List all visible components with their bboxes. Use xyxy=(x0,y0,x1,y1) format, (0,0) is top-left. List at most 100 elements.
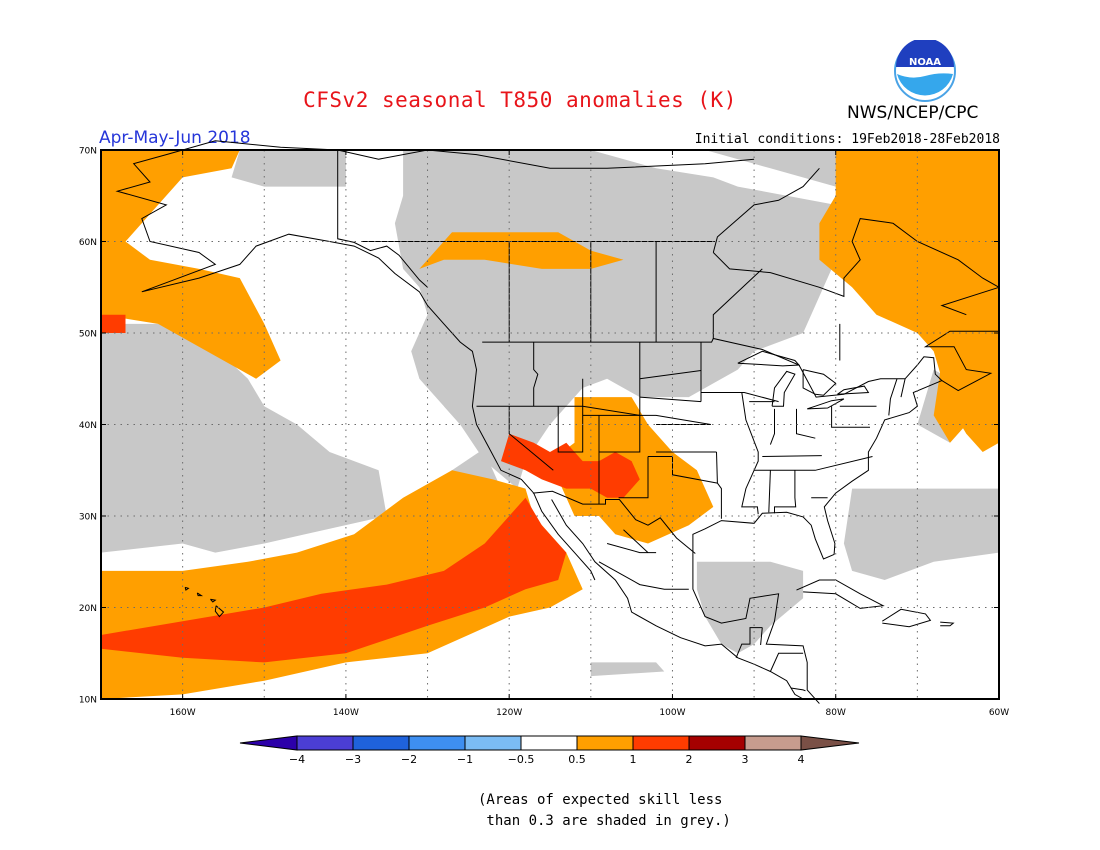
coastline xyxy=(940,621,955,627)
lat-tick-label: 30N xyxy=(79,513,97,523)
colorbar-label: −4 xyxy=(289,753,305,766)
political-boundary xyxy=(716,451,722,519)
lon-tick-label: 160W xyxy=(170,708,196,718)
coastline xyxy=(807,398,845,410)
political-boundary xyxy=(533,342,539,407)
lat-tick-label: 10N xyxy=(79,696,97,706)
agency-label: NWS/NCEP/CPC xyxy=(847,103,979,123)
grey-low-skill-region xyxy=(231,150,346,187)
coastline xyxy=(214,605,225,618)
political-boundary xyxy=(762,455,822,457)
political-boundary xyxy=(482,337,943,398)
coastline xyxy=(210,598,217,603)
warm-anomaly-region xyxy=(933,351,999,452)
colorbar-label: 4 xyxy=(798,753,805,766)
political-boundary xyxy=(790,687,806,692)
colorbar-arrow-low xyxy=(239,735,298,751)
political-boundary xyxy=(940,286,1000,316)
coastline xyxy=(796,579,885,609)
warm-anomaly-region xyxy=(101,150,281,379)
grey-low-skill-region xyxy=(843,488,999,580)
political-boundary xyxy=(701,392,779,403)
colorbar-arrow-high xyxy=(800,735,860,751)
political-boundary xyxy=(606,543,657,554)
coastline xyxy=(892,222,1000,288)
lon-tick-label: 140W xyxy=(333,708,359,718)
coastline xyxy=(196,592,204,597)
coastline xyxy=(771,370,796,407)
lat-tick-label: 40N xyxy=(79,421,97,431)
political-boundary xyxy=(769,408,775,445)
coastline xyxy=(184,586,190,591)
political-boundary xyxy=(598,342,641,505)
political-boundary xyxy=(639,370,702,380)
political-boundary xyxy=(618,456,649,499)
colorbar-swatch xyxy=(464,735,522,751)
political-boundary xyxy=(754,456,873,471)
map-title: CFSv2 seasonal T850 anomalies (K) xyxy=(303,88,737,112)
colorbar-swatch xyxy=(744,735,802,751)
political-boundary xyxy=(598,561,689,590)
coastline xyxy=(551,499,804,700)
skill-note: (Areas of expected skill less than 0.3 a… xyxy=(478,792,731,829)
season-label: Apr-May-Jun 2018 xyxy=(99,128,251,148)
political-boundary xyxy=(508,406,554,471)
coastline xyxy=(802,369,837,396)
colorbar-swatch xyxy=(408,735,466,751)
political-boundary xyxy=(796,408,816,439)
lat-tick-label: 20N xyxy=(79,604,97,614)
coastline xyxy=(712,218,893,298)
colorbar-label: 0.5 xyxy=(568,753,586,766)
political-boundary xyxy=(769,652,804,672)
political-boundary xyxy=(768,470,771,513)
colorbar-label: −3 xyxy=(345,753,361,766)
grey-low-skill-region xyxy=(696,561,804,654)
colorbar-label: 2 xyxy=(686,753,693,766)
initial-conditions-label: Initial conditions: 19Feb2018-28Feb2018 xyxy=(694,132,1000,147)
colorbar-swatch xyxy=(520,735,578,751)
colorbar-label: −1 xyxy=(457,753,473,766)
lon-tick-label: 80W xyxy=(826,708,846,718)
colorbar-swatch xyxy=(296,735,354,751)
political-boundary xyxy=(532,490,696,554)
colorbar-swatch xyxy=(352,735,410,751)
political-boundary xyxy=(900,378,906,398)
grey-low-skill-region xyxy=(101,387,159,507)
colorbar-label: −2 xyxy=(401,753,417,766)
political-boundary xyxy=(337,150,428,288)
strong-warm-anomaly-region xyxy=(101,314,126,333)
colorbar-swatch xyxy=(632,735,690,751)
coastline xyxy=(712,167,820,253)
grey-low-skill-region xyxy=(590,662,665,677)
grey-low-skill-region xyxy=(101,323,387,553)
political-boundary xyxy=(648,456,718,484)
coastline xyxy=(692,552,820,704)
colorbar-label: 3 xyxy=(742,753,749,766)
colorbar-swatch xyxy=(576,735,634,751)
noaa-logo-text: NOAA xyxy=(909,57,941,68)
coastline xyxy=(337,149,755,169)
political-boundary xyxy=(774,470,797,514)
colorbar-label: −0.5 xyxy=(508,753,535,766)
noaa-logo: NOAA xyxy=(894,40,956,102)
lon-tick-label: 120W xyxy=(496,708,522,718)
colorbar-swatch xyxy=(688,735,746,751)
colorbar-label: 1 xyxy=(630,753,637,766)
lat-tick-label: 70N xyxy=(79,147,97,157)
coastline xyxy=(692,330,999,560)
lon-tick-label: 100W xyxy=(659,708,685,718)
coastline xyxy=(837,385,870,395)
political-boundary xyxy=(735,627,763,658)
political-boundary xyxy=(760,627,763,646)
coastline xyxy=(115,140,596,581)
lat-tick-label: 50N xyxy=(79,330,97,340)
political-boundary xyxy=(831,406,870,428)
political-boundary xyxy=(639,396,702,403)
lon-tick-label: 60W xyxy=(989,708,1009,718)
coastline xyxy=(882,608,932,628)
political-boundary xyxy=(623,529,649,553)
strong-warm-anomaly-region xyxy=(501,433,640,498)
strong-warm-anomaly-region xyxy=(101,497,567,663)
